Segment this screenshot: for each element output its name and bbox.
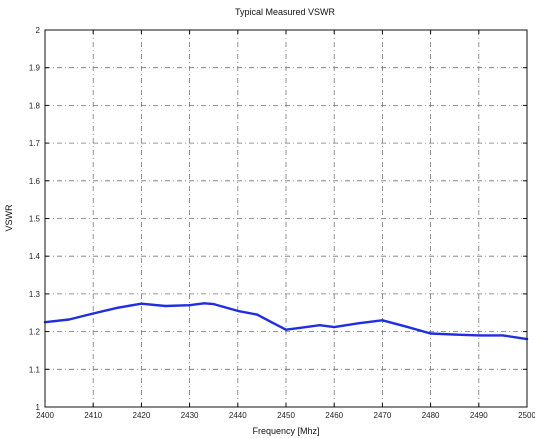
vswr-data-point bbox=[318, 324, 321, 327]
vswr-data-point bbox=[381, 319, 384, 322]
y-tick-label: 1.1 bbox=[29, 365, 41, 374]
y-tick-label: 1.6 bbox=[29, 177, 41, 186]
y-tick-label: 1.7 bbox=[29, 139, 41, 148]
y-tick-label: 1.4 bbox=[29, 252, 41, 261]
y-tick-label: 1.9 bbox=[29, 64, 41, 73]
x-tick-label: 2430 bbox=[181, 411, 199, 420]
vswr-data-point bbox=[212, 302, 215, 306]
x-tick-label: 2460 bbox=[325, 411, 343, 420]
vswr-data-point bbox=[299, 326, 302, 329]
vswr-data-point bbox=[255, 313, 259, 316]
y-tick-label: 1.8 bbox=[29, 101, 41, 110]
vswr-data-point bbox=[501, 334, 504, 337]
x-tick-label: 2500 bbox=[518, 411, 535, 420]
vswr-data-point bbox=[188, 304, 191, 307]
x-tick-label: 2440 bbox=[229, 411, 247, 420]
y-tick-label: 1.2 bbox=[29, 328, 41, 337]
vswr-data-point bbox=[477, 334, 480, 337]
vswr-data-point bbox=[140, 302, 143, 305]
vswr-series-line bbox=[43, 302, 529, 341]
vswr-data-point bbox=[164, 304, 167, 308]
x-tick-label: 2420 bbox=[133, 411, 151, 420]
vswr-data-point bbox=[429, 332, 432, 335]
x-tick-label: 2470 bbox=[374, 411, 392, 420]
vswr-data-point bbox=[357, 322, 360, 325]
x-tick-label: 2400 bbox=[36, 411, 54, 420]
vswr-data-point bbox=[284, 328, 288, 331]
y-tick-label: 1.5 bbox=[29, 215, 41, 224]
vswr-data-point bbox=[270, 321, 273, 324]
vswr-data-point bbox=[92, 312, 95, 315]
y-axis-label: VSWR bbox=[4, 204, 14, 232]
vswr-data-point bbox=[405, 325, 408, 328]
x-axis-label: Frequency [Mhz] bbox=[252, 426, 319, 436]
grid-lines bbox=[45, 30, 527, 407]
y-tick-label: 1 bbox=[36, 403, 41, 412]
x-tick-label: 2490 bbox=[470, 411, 488, 420]
x-tick-label: 2480 bbox=[422, 411, 440, 420]
vswr-data-point bbox=[333, 325, 336, 329]
axis-ticks: 2400 2410 2420 2430 2440 2450 2460 2470 2480 2490… bbox=[29, 26, 535, 420]
y-tick-label: 2 bbox=[36, 26, 41, 35]
x-tick-label: 2450 bbox=[277, 411, 295, 420]
vswr-data-point bbox=[453, 333, 456, 336]
vswr-data-point bbox=[202, 302, 206, 305]
vswr-data-point bbox=[236, 309, 239, 312]
x-tick-label: 2410 bbox=[84, 411, 102, 420]
chart-title: Typical Measured VSWR bbox=[235, 7, 336, 17]
vswr-data-point bbox=[116, 306, 119, 309]
series-layer bbox=[43, 302, 529, 341]
y-tick-label: 1.3 bbox=[29, 290, 41, 299]
vswr-data-point bbox=[68, 318, 71, 321]
